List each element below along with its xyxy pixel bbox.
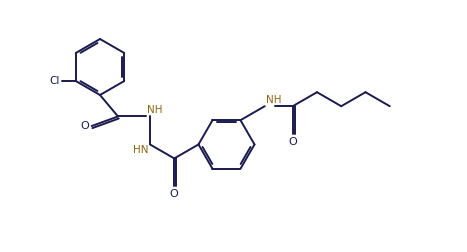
Text: Cl: Cl bbox=[50, 76, 60, 86]
Text: O: O bbox=[170, 190, 178, 199]
Text: NH: NH bbox=[147, 105, 163, 115]
Text: HN: HN bbox=[134, 145, 149, 155]
Text: O: O bbox=[80, 121, 89, 131]
Text: NH: NH bbox=[266, 95, 281, 105]
Text: O: O bbox=[288, 137, 297, 147]
